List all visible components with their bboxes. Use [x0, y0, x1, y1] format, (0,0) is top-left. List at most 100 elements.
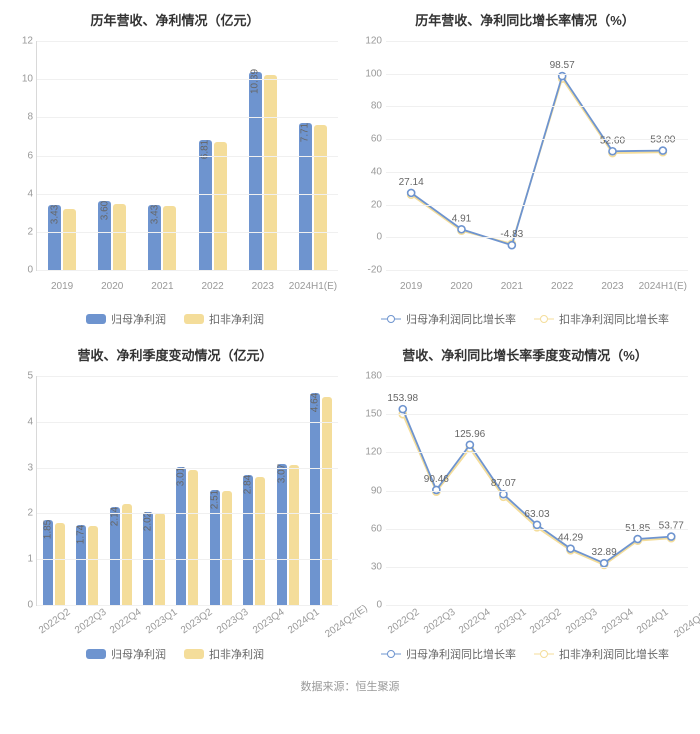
x-tick-label: 2022Q4 — [108, 607, 143, 636]
x-tick-label: 2022 — [537, 281, 587, 292]
legend-label: 扣非净利润 — [209, 646, 264, 662]
legend-item: 扣非净利润 — [184, 311, 264, 327]
bar: 4.64 — [310, 393, 320, 606]
bar: 7.71 — [299, 123, 312, 270]
y-tick-label: 2 — [9, 226, 33, 237]
legend-label: 扣非净利润 — [209, 311, 264, 327]
y-tick-label: 80 — [358, 101, 382, 112]
x-tick-label: 2024Q1 — [286, 607, 321, 636]
x-tick-label: 2024H1(E) — [288, 281, 338, 292]
bar — [163, 206, 176, 270]
x-tick-label: 2023 — [587, 281, 637, 292]
chart-title: 历年营收、净利情况（亿元） — [8, 10, 342, 29]
x-tick-label: 2024Q2(E) — [672, 603, 700, 640]
x-tick-label: 2023Q3 — [215, 607, 250, 636]
svg-text:98.57: 98.57 — [550, 60, 576, 71]
legend: 归母净利润 扣非净利润 — [8, 311, 342, 327]
svg-text:125.96: 125.96 — [455, 429, 486, 440]
y-tick-label: 150 — [358, 409, 382, 420]
panel-bottom-right: 营收、净利同比增长率季度变动情况（%） 153.98 90.46 125.96 87.… — [350, 335, 700, 670]
svg-text:4.91: 4.91 — [452, 213, 472, 224]
legend-label: 扣非净利润同比增长率 — [559, 646, 669, 662]
bar-value-label: 2.02 — [143, 512, 154, 531]
svg-text:153.98: 153.98 — [387, 393, 418, 404]
x-tick-label: 2022Q3 — [73, 607, 108, 636]
svg-text:44.29: 44.29 — [558, 533, 584, 544]
chart-title: 历年营收、净利同比增长率情况（%） — [358, 10, 692, 29]
line-svg: 27.144.91-4.8398.5752.6053.00 — [386, 41, 688, 270]
legend-marker — [534, 314, 554, 324]
legend-item: 扣非净利润 — [184, 646, 264, 662]
bar: 3.60 — [98, 201, 111, 270]
bar-value-label: 3.43 — [49, 204, 60, 223]
y-tick-label: 1 — [9, 554, 33, 565]
x-tick-label: 2019 — [37, 281, 87, 292]
bar-chart: 3.433.603.436.8110.397.71 20192020202120… — [36, 41, 338, 271]
x-tick-label: 2020 — [87, 281, 137, 292]
bar-value-label: 3.60 — [99, 201, 110, 220]
chart-title: 营收、净利同比增长率季度变动情况（%） — [358, 345, 692, 364]
y-tick-label: 120 — [358, 447, 382, 458]
y-tick-label: -20 — [358, 265, 382, 276]
bar-value-label: 10.39 — [250, 69, 261, 94]
x-tick-label: 2020 — [436, 281, 486, 292]
svg-text:87.07: 87.07 — [491, 478, 517, 489]
legend: 归母净利润同比增长率 扣非净利润同比增长率 — [358, 311, 692, 327]
legend-item: 扣非净利润同比增长率 — [534, 311, 669, 327]
svg-text:90.46: 90.46 — [424, 474, 450, 485]
legend-item: 归母净利润同比增长率 — [381, 311, 516, 327]
legend-label: 归母净利润同比增长率 — [406, 646, 516, 662]
svg-text:53.77: 53.77 — [659, 521, 685, 532]
bar — [264, 75, 277, 270]
x-tick-label: 2022Q2 — [386, 607, 421, 636]
bar — [322, 397, 332, 605]
bar-value-label: 7.71 — [300, 123, 311, 142]
bar: 2.51 — [210, 490, 220, 605]
panel-bottom-left: 营收、净利季度变动情况（亿元） 1.851.742.142.023.012.51… — [0, 335, 350, 670]
line-chart: 153.9890.46125.9687.0763.0344.2932.8951.… — [386, 376, 688, 606]
bar: 2.84 — [243, 475, 253, 605]
chart-title: 营收、净利季度变动情况（亿元） — [8, 345, 342, 364]
legend-label: 归母净利润 — [111, 646, 166, 662]
legend-label: 扣非净利润同比增长率 — [559, 311, 669, 327]
y-tick-label: 40 — [358, 166, 382, 177]
bar: 3.01 — [176, 467, 186, 605]
legend-label: 归母净利润 — [111, 311, 166, 327]
bar-value-label: 2.84 — [243, 475, 254, 494]
y-tick-label: 0 — [9, 265, 33, 276]
bar — [222, 491, 232, 605]
y-tick-label: 100 — [358, 68, 382, 79]
bar: 3.43 — [148, 205, 161, 270]
legend-item: 归母净利润 — [86, 311, 166, 327]
legend-marker — [381, 649, 401, 659]
bar — [255, 477, 265, 605]
y-tick-label: 120 — [358, 36, 382, 47]
y-tick-label: 12 — [9, 36, 33, 47]
bar — [122, 504, 132, 605]
line-chart: 27.144.91-4.8398.5752.6053.00 2019202020… — [386, 41, 688, 271]
x-tick-label: 2022Q4 — [457, 607, 492, 636]
y-tick-label: 4 — [9, 416, 33, 427]
bar — [113, 204, 126, 270]
legend-marker — [381, 314, 401, 324]
bar — [188, 470, 198, 605]
bar-chart: 1.851.742.142.023.012.512.843.074.64 202… — [36, 376, 338, 606]
bar: 2.14 — [110, 507, 120, 605]
y-tick-label: 180 — [358, 371, 382, 382]
y-tick-label: 0 — [358, 232, 382, 243]
bar-value-label: 4.64 — [310, 392, 321, 411]
x-tick-label: 2023 — [238, 281, 288, 292]
y-tick-label: 2 — [9, 508, 33, 519]
y-tick-label: 4 — [9, 188, 33, 199]
bar-value-label: 3.43 — [149, 204, 160, 223]
panel-top-right: 历年营收、净利同比增长率情况（%） 27.144.91-4.8398.5752.… — [350, 0, 700, 335]
bar-value-label: 1.74 — [76, 525, 87, 544]
legend-swatch — [184, 314, 204, 324]
svg-text:32.89: 32.89 — [592, 547, 618, 558]
x-tick-label: 2023Q4 — [251, 607, 286, 636]
y-tick-label: 0 — [358, 600, 382, 611]
x-tick-label: 2024H1(E) — [638, 281, 688, 292]
x-tick-label: 2023Q2 — [179, 607, 214, 636]
legend-swatch — [86, 314, 106, 324]
svg-text:53.00: 53.00 — [650, 135, 676, 146]
